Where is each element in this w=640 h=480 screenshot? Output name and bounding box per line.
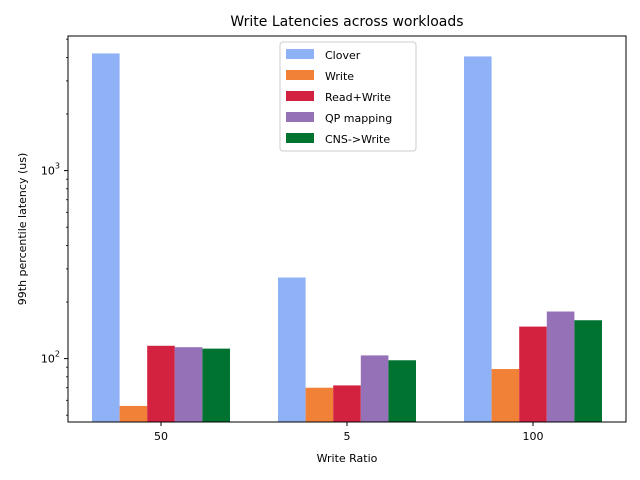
legend-swatch xyxy=(286,49,314,59)
x-tick-label: 50 xyxy=(154,430,168,443)
x-tick-label: 100 xyxy=(523,430,544,443)
bar-qp-mapping-100 xyxy=(546,311,575,422)
bar-cns-write-100 xyxy=(574,320,602,422)
legend-swatch xyxy=(286,112,314,122)
legend-label: Write xyxy=(325,70,354,83)
bar-qp-mapping-5 xyxy=(360,355,389,422)
bar-write-50 xyxy=(119,405,148,422)
legend-swatch xyxy=(286,70,314,80)
bar-cns-write-50 xyxy=(202,348,230,422)
legend-swatch xyxy=(286,91,314,101)
bar-write-100 xyxy=(491,369,520,422)
y-axis-label: 99th percentile latency (us) xyxy=(16,153,29,305)
legend-swatch xyxy=(286,133,314,143)
x-axis-ticks: 50 5 100 xyxy=(154,422,544,443)
bar-read-write-5 xyxy=(333,385,361,422)
legend: Clover Write Read+Write QP mapping CNS->Writ… xyxy=(279,41,417,152)
legend-label: CNS->Write xyxy=(325,133,390,146)
bar-clover-50 xyxy=(92,53,120,422)
legend-label: QP mapping xyxy=(325,112,392,125)
bar-read-write-100 xyxy=(519,326,547,422)
y-tick-label: 102 xyxy=(41,350,60,366)
y-axis-ticks: 102 103 xyxy=(41,38,68,416)
bar-clover-100 xyxy=(464,56,492,422)
x-tick-label: 5 xyxy=(344,430,351,443)
legend-label: Read+Write xyxy=(325,91,391,104)
bar-read-write-50 xyxy=(147,345,175,422)
bars-layer xyxy=(92,53,602,422)
bar-cns-write-5 xyxy=(388,360,416,422)
x-axis-label: Write Ratio xyxy=(317,452,378,465)
bar-clover-5 xyxy=(278,277,306,422)
y-tick-label: 103 xyxy=(41,162,60,178)
bar-write-5 xyxy=(305,387,334,422)
legend-box xyxy=(279,41,417,152)
chart-title: Write Latencies across workloads xyxy=(230,14,463,30)
bar-qp-mapping-50 xyxy=(174,347,203,422)
legend-label: Clover xyxy=(325,49,361,62)
